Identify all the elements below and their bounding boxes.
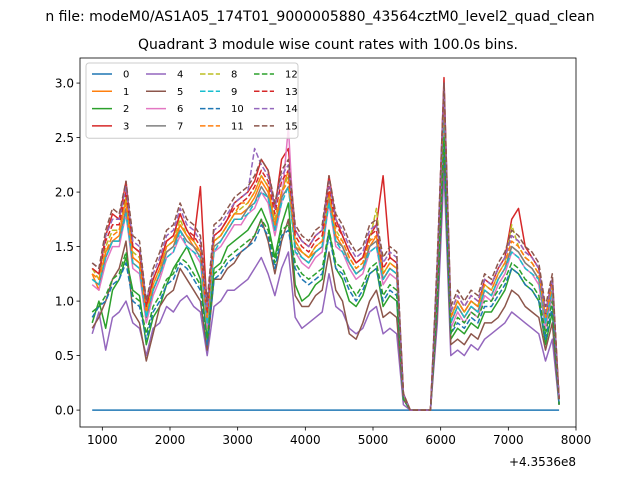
x-tick-label: 1000	[87, 433, 118, 447]
legend-label-10: 10	[231, 104, 244, 115]
series-line-10	[91, 142, 560, 411]
legend-frame	[85, 62, 299, 139]
legend-label-3: 3	[123, 121, 129, 132]
x-tick-label: 4000	[290, 433, 321, 447]
legend-label-14: 14	[285, 104, 298, 115]
x-tick-label: 7000	[493, 433, 524, 447]
legend-label-4: 4	[177, 70, 183, 81]
y-axis: 0.0 0.5 1.0 1.5 2.0 2.5 3.0	[55, 77, 80, 418]
legend-label-9: 9	[231, 87, 237, 98]
legend-label-1: 1	[123, 87, 129, 98]
plot-frame	[79, 57, 577, 428]
series-lines	[91, 76, 560, 411]
y-tick-label: 3.0	[55, 77, 74, 91]
y-tick-label: 1.0	[55, 295, 74, 309]
series-line-4	[91, 169, 560, 411]
x-offset-label: +4.3536e8	[509, 455, 576, 469]
series-line-9	[91, 109, 560, 411]
legend-label-6: 6	[177, 104, 183, 115]
figure-suptitle: n file: modeM0/AS1A05_174T01_9000005880_…	[45, 9, 594, 25]
legend-label-7: 7	[177, 121, 183, 132]
x-axis: 1000 2000 3000 4000 5000 6000 7000 8000	[87, 427, 591, 447]
legend-label-5: 5	[177, 87, 183, 98]
legend-label-8: 8	[231, 70, 237, 81]
series-line-2	[91, 136, 560, 411]
x-tick-label: 5000	[358, 433, 389, 447]
x-tick-label: 2000	[155, 433, 186, 447]
legend-label-13: 13	[285, 87, 298, 98]
y-tick-label: 2.5	[55, 131, 74, 145]
chart-title: Quadrant 3 module wise count rates with …	[138, 37, 518, 53]
legend-label-11: 11	[231, 121, 244, 132]
y-tick-label: 1.5	[55, 240, 74, 254]
legend-label-2: 2	[123, 104, 129, 115]
y-tick-label: 0.5	[55, 349, 74, 363]
series-line-15	[91, 82, 560, 411]
x-tick-label: 6000	[425, 433, 456, 447]
series-line-5	[91, 147, 560, 411]
x-tick-label: 3000	[222, 433, 253, 447]
legend-label-12: 12	[285, 70, 298, 81]
y-tick-label: 2.0	[55, 186, 74, 200]
legend-label-0: 0	[123, 70, 129, 81]
y-tick-label: 0.0	[55, 404, 74, 418]
x-tick-label: 8000	[561, 433, 592, 447]
series-line-12	[91, 136, 560, 411]
legend-label-15: 15	[285, 121, 298, 132]
